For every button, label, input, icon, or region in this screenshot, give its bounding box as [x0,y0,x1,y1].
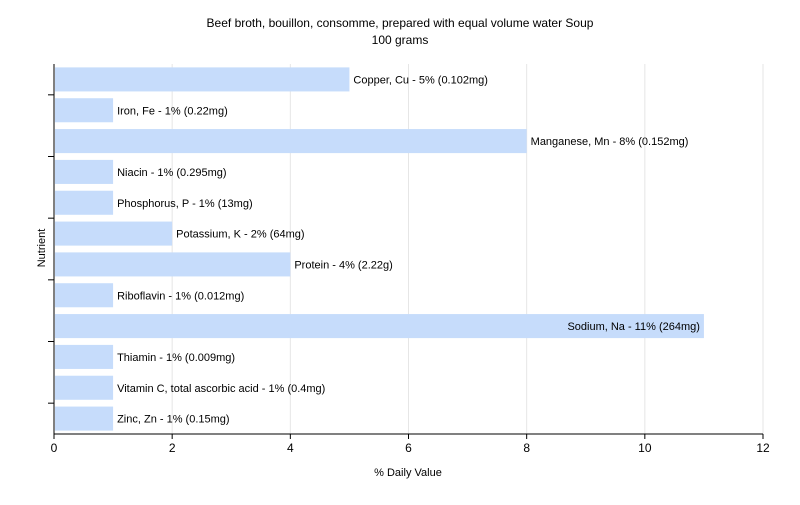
data-label: Sodium, Na - 11% (264mg) [567,321,699,333]
axes: 0 2 4 6 8 10 12 [48,64,770,455]
x-tick-label: 4 [287,441,294,455]
bar [55,67,350,92]
bar [55,283,114,308]
data-label: Vitamin C, total ascorbic acid - 1% (0.4… [117,383,325,395]
bar [55,221,173,246]
bars: Copper, Cu - 5% (0.102mg) Iron, Fe - 1% (… [55,67,704,431]
data-label: Zinc, Zn - 1% (0.15mg) [117,414,229,426]
x-tick-label: 8 [523,441,530,455]
x-tick-label: 12 [756,441,770,455]
bar [55,406,114,431]
bar [55,98,114,123]
grid-lines [171,64,764,434]
y-axis-label: Nutrient [36,229,48,268]
x-tick-label: 6 [405,441,412,455]
data-label: Thiamin - 1% (0.009mg) [117,352,235,364]
data-label: Manganese, Mn - 8% (0.152mg) [531,136,689,148]
bar [55,159,114,184]
bar [55,375,114,400]
chart-subtitle: 100 grams [372,33,429,47]
data-label: Riboflavin - 1% (0.012mg) [117,290,244,302]
data-label: Potassium, K - 2% (64mg) [176,229,304,241]
data-label: Protein - 4% (2.22g) [294,259,392,271]
x-tick-label: 10 [638,441,652,455]
chart-title: Beef broth, bouillon, consomme, prepared… [207,16,594,30]
data-label: Copper, Cu - 5% (0.102mg) [353,74,488,86]
bar [55,314,704,339]
bar [55,252,291,277]
bar [55,344,114,369]
x-axis-label: % Daily Value [374,467,442,479]
x-tick-label: 2 [169,441,176,455]
data-label: Phosphorus, P - 1% (13mg) [117,198,253,210]
data-label: Iron, Fe - 1% (0.22mg) [117,105,228,117]
data-label: Niacin - 1% (0.295mg) [117,167,226,179]
bar [55,190,114,215]
bar [55,129,527,154]
x-tick-label: 0 [51,441,58,455]
